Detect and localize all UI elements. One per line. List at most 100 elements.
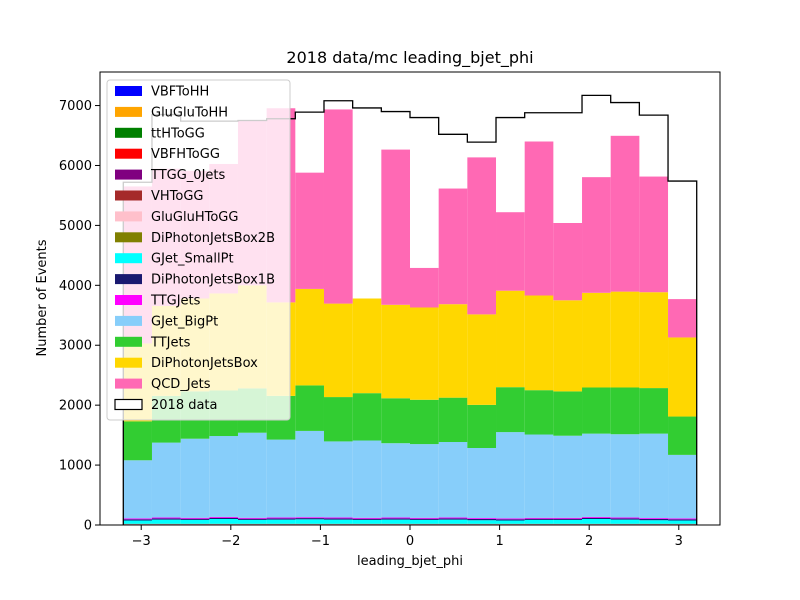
legend-label-diphotonjetsbox: DiPhotonJetsBox: [151, 356, 258, 371]
legend-label-ttjets: TTJets: [150, 335, 191, 350]
bar-diphotonjetsbox1b-bin-15: [553, 518, 583, 520]
legend-swatch-diphotonjetsbox: [115, 357, 142, 368]
x-axis-label: leading_bjet_phi: [357, 554, 463, 569]
bar-gjet-bigpt-bin-8: [352, 440, 382, 518]
y-tick-label: 3000: [59, 339, 92, 354]
y-tick-label: 1000: [59, 459, 92, 474]
bar-ttgjets-bin-13: [496, 518, 525, 520]
legend-swatch-vbftohh: [115, 86, 142, 96]
bar-qcd-jets-bin-17: [610, 135, 640, 292]
bar-gjet-smallpt-bin-3: [209, 519, 238, 524]
bar-qcd-jets-bin-9: [381, 149, 410, 305]
bar-qcd-jets-bin-14: [524, 141, 554, 296]
bar-gjet-bigpt-bin-11: [438, 442, 468, 518]
legend-label-gjet-smallpt: GJet_SmallPt: [151, 252, 234, 267]
bar-gjet-smallpt-bin-0: [123, 520, 152, 524]
bar-diphotonjetsbox1b-bin-4: [237, 518, 267, 520]
bar-gjet-smallpt-bin-5: [266, 519, 296, 524]
chart-title: 2018 data/mc leading_bjet_phi: [286, 48, 533, 68]
legend-label-2018-data: 2018 data: [151, 398, 218, 413]
legend-label-vbftohh: VBFToHH: [151, 85, 209, 100]
bar-gjet-smallpt-bin-18: [639, 520, 669, 524]
bar-diphotonjetsbox1b-bin-17: [610, 518, 640, 520]
bar-ttgjets-bin-14: [524, 517, 554, 519]
x-tick-label: −3: [132, 534, 151, 549]
bar-ttjets-bin-12: [467, 404, 497, 449]
bar-gjet-smallpt-bin-10: [410, 519, 439, 524]
legend-frame: [106, 79, 291, 421]
bar-diphotonjetsbox-bin-8: [352, 298, 382, 394]
bar-ttgjets-bin-11: [438, 517, 468, 519]
bar-gjet-smallpt-bin-4: [237, 519, 267, 524]
bar-diphotonjetsbox1b-bin-3: [209, 517, 238, 520]
bar-gjet-smallpt-bin-8: [352, 519, 382, 524]
x-tick-label: −1: [311, 534, 330, 549]
bar-diphotonjetsbox-bin-13: [496, 290, 525, 388]
bar-diphotonjetsbox1b-bin-13: [496, 519, 525, 521]
bar-qcd-jets-bin-18: [639, 176, 669, 293]
bar-diphotonjetsbox-bin-16: [582, 292, 611, 388]
bar-diphotonjetsbox1b-bin-11: [438, 518, 468, 520]
bar-ttjets-bin-0: [123, 421, 152, 461]
legend-swatch-vbfhtogg: [115, 148, 142, 159]
bar-ttjets-bin-19: [668, 416, 697, 455]
legend-label-diphotonjetsbox2b: DiPhotonJetsBox2B: [151, 231, 275, 246]
bar-ttjets-bin-13: [496, 387, 525, 433]
bar-diphotonjetsbox-bin-17: [610, 291, 640, 388]
bar-diphotonjetsbox1b-bin-14: [524, 518, 554, 520]
bar-gjet-bigpt-bin-12: [467, 448, 497, 519]
bar-gjet-bigpt-bin-3: [209, 436, 238, 517]
bar-ttgjets-bin-6: [295, 517, 324, 519]
bar-gjet-smallpt-bin-17: [610, 519, 640, 524]
bar-diphotonjetsbox-bin-11: [438, 304, 468, 398]
legend-label-vhtogg: VHToGG: [151, 189, 204, 204]
legend-swatch-gluglutohh: [115, 106, 142, 117]
x-tick-label: 3: [675, 534, 683, 549]
bar-gjet-bigpt-bin-14: [524, 434, 554, 518]
bar-qcd-jets-bin-16: [582, 177, 611, 293]
bar-diphotonjetsbox1b-bin-18: [639, 519, 669, 521]
legend-swatch-ttgg-0jets: [115, 169, 142, 180]
legend-label-vbfhtogg: VBFHToGG: [151, 147, 220, 162]
x-tick-label: 1: [495, 534, 503, 549]
legend-swatch-diphotonjetsbox2b: [115, 232, 142, 243]
legend-swatch-tthtogg: [115, 127, 142, 138]
bar-ttgjets-bin-7: [323, 517, 353, 519]
bar-gjet-bigpt-bin-2: [180, 438, 210, 518]
bar-gjet-smallpt-bin-1: [151, 519, 181, 524]
bar-diphotonjetsbox1b-bin-19: [668, 519, 697, 521]
bar-ttjets-bin-14: [524, 390, 554, 435]
legend-label-tthtogg: ttHToGG: [151, 126, 205, 141]
bar-diphotonjetsbox-bin-7: [323, 303, 353, 398]
bar-qcd-jets-bin-11: [438, 188, 468, 305]
bar-diphotonjetsbox1b-bin-6: [295, 518, 324, 520]
bar-gjet-bigpt-bin-18: [639, 433, 669, 519]
bar-diphotonjetsbox1b-bin-8: [352, 518, 382, 520]
legend-label-ttgjets: TTGJets: [150, 294, 201, 309]
x-tick-label: 2: [585, 534, 593, 549]
bar-diphotonjetsbox-bin-19: [668, 337, 697, 417]
bar-gjet-bigpt-bin-13: [496, 432, 525, 519]
bar-gjet-smallpt-bin-9: [381, 519, 410, 524]
x-axis: −3 −2 −1 0 1 2 3: [132, 525, 683, 549]
legend-swatch-gjet-smallpt: [115, 253, 142, 264]
legend-swatch-ttgjets: [115, 295, 142, 305]
legend-swatch-gjet-bigpt: [115, 315, 142, 326]
y-tick-label: 4000: [59, 279, 92, 294]
bar-diphotonjetsbox-bin-6: [295, 288, 324, 386]
bar-diphotonjetsbox1b-bin-12: [467, 519, 497, 521]
bar-gjet-bigpt-bin-10: [410, 444, 439, 518]
legend-label-ttgg-0jets: TTGG_0Jets: [150, 168, 226, 183]
legend-swatch-diphotonjetsbox1b: [115, 274, 142, 285]
bar-qcd-jets-bin-13: [496, 212, 525, 291]
legend-label-qcd-jets: QCD_Jets: [151, 377, 211, 392]
bar-diphotonjetsbox1b-bin-10: [410, 518, 439, 520]
bar-ttjets-bin-7: [323, 397, 353, 442]
y-tick-label: 2000: [59, 399, 92, 414]
bar-gjet-smallpt-bin-19: [668, 520, 697, 524]
bar-ttjets-bin-17: [610, 387, 640, 435]
x-tick-label: 0: [406, 534, 414, 549]
bar-ttjets-bin-10: [410, 399, 439, 445]
bar-ttgjets-bin-8: [352, 517, 382, 519]
